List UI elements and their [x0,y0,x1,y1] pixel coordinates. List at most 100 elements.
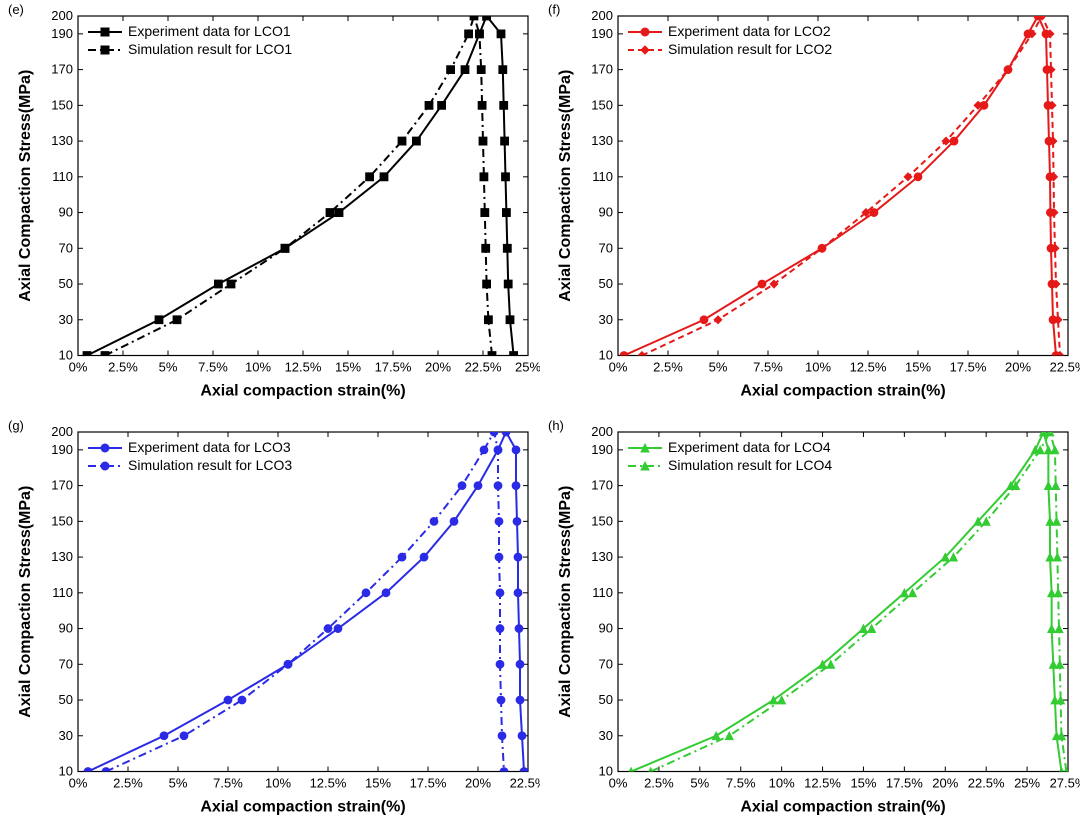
series-experiment-marker [620,352,628,360]
ytick-label: 150 [591,97,613,112]
series-simulation-marker [1056,660,1064,668]
series-simulation-marker [496,624,504,632]
legend-item-label: Experiment data for LCO4 [668,439,831,455]
ytick-label: 130 [591,133,613,148]
series-experiment-marker [461,66,469,74]
xtick-label: 17.5% [886,775,923,790]
series-experiment-marker [497,30,505,38]
series-simulation-marker [366,173,374,181]
xtick-label: 12.5% [850,360,887,375]
series-experiment-marker [504,280,512,288]
xtick-label: 10% [265,775,291,790]
series-experiment-marker [83,352,91,360]
ytick-label: 90 [599,620,613,635]
ytick-label: 50 [59,276,73,291]
series-experiment-line [631,432,1061,772]
series-experiment-marker [1048,624,1056,632]
xtick-label: 15% [365,775,391,790]
panel-label-h: (h) [548,418,564,433]
xtick-label: 20% [932,775,958,790]
x-axis-title: Axial compaction strain(%) [740,383,945,400]
x-axis-title: Axial compaction strain(%) [200,798,405,815]
legend-item-label: Simulation result for LCO2 [668,41,832,57]
legend-marker-icon [101,46,109,54]
series-experiment-marker [1046,553,1054,561]
xtick-label: 7.5% [198,360,228,375]
series-experiment-marker [474,481,482,489]
chart-grid: (e)10305070901101301501701902000%2.5%5%7… [0,0,1080,831]
ytick-label: 150 [591,513,613,528]
series-simulation-marker [480,173,488,181]
xtick-label: 0% [609,360,628,375]
xtick-label: 25% [1014,775,1040,790]
series-experiment-marker [512,481,520,489]
series-experiment-marker [501,137,509,145]
series-simulation-marker [481,209,489,217]
series-simulation-marker [101,352,109,360]
series-simulation-marker [102,767,110,775]
xtick-label: 5% [169,775,188,790]
xtick-label: 2.5% [653,360,683,375]
series-simulation-marker [458,481,466,489]
series-simulation-marker [1053,517,1061,525]
series-simulation-marker [238,696,246,704]
xtick-label: 27.5% [1050,775,1080,790]
series-experiment-marker [500,101,508,109]
xtick-label: 2.5% [644,775,674,790]
series-simulation-marker [495,553,503,561]
ytick-label: 50 [59,692,73,707]
series-experiment-marker [224,696,232,704]
series-simulation-marker [714,316,722,324]
series-experiment-marker [502,173,510,181]
series-experiment-marker [518,731,526,739]
series-simulation-marker [1051,445,1059,453]
ytick-label: 190 [51,441,73,456]
ytick-label: 200 [51,8,73,23]
series-simulation-marker [868,624,876,632]
xtick-label: 25% [515,360,540,375]
xtick-label: 0% [69,775,88,790]
ytick-label: 170 [591,477,613,492]
xtick-label: 17.5% [375,360,412,375]
series-experiment-marker [515,624,523,632]
series-simulation-marker [478,101,486,109]
xtick-label: 5% [709,360,728,375]
series-experiment-marker [950,137,958,145]
series-experiment-marker [1044,481,1052,489]
xtick-label: 17.5% [410,775,447,790]
series-experiment-marker [160,731,168,739]
series-experiment-marker [514,553,522,561]
series-experiment-marker [506,316,514,324]
xtick-label: 5% [159,360,178,375]
series-experiment-marker [520,767,528,775]
series-simulation-marker [465,30,473,38]
series-simulation-marker [425,101,433,109]
series-experiment-marker [700,316,708,324]
panel-label-f: (f) [548,2,560,17]
series-experiment-marker [214,280,222,288]
ytick-label: 30 [599,727,613,742]
series-simulation-marker [500,767,508,775]
series-simulation-marker [494,481,502,489]
x-axis-title: Axial compaction strain(%) [740,798,945,815]
series-simulation-marker [494,445,502,453]
series-simulation-marker [904,173,912,181]
y-axis-title: Axial Compaction Stress(MPa) [17,70,34,302]
ytick-label: 110 [52,169,73,184]
panel-e: (e)10305070901101301501701902000%2.5%5%7… [0,0,540,416]
series-experiment-marker [502,428,510,436]
xtick-label: 12.5% [310,775,347,790]
ytick-label: 200 [51,424,73,439]
series-simulation-marker [1052,481,1060,489]
ytick-label: 170 [591,62,613,77]
axes-frame [618,432,1068,772]
xtick-label: 22.5% [510,775,540,790]
series-simulation-marker [496,660,504,668]
xtick-label: 20% [465,775,491,790]
series-simulation-marker [949,553,957,561]
series-experiment-marker [382,588,390,596]
series-simulation-marker [324,624,332,632]
legend-marker-icon [641,28,649,36]
panel-f: (f)10305070901101301501701902000%2.5%5%7… [540,0,1080,416]
xtick-label: 20% [425,360,451,375]
